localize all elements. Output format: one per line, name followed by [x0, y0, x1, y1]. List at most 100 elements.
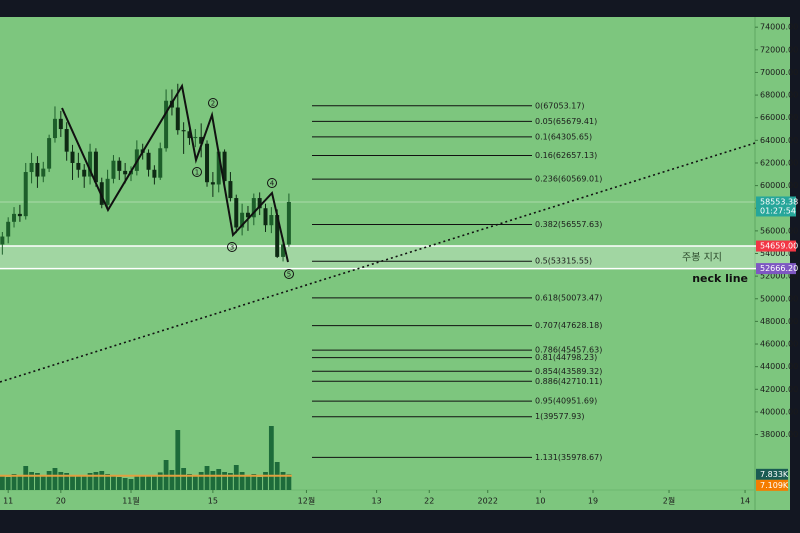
candle-body: [52, 118, 57, 139]
y-tick-label: 50000.00: [760, 294, 798, 303]
volume-bar: [280, 472, 286, 490]
x-tick-label: 2월: [663, 496, 675, 506]
volume-bar: [245, 475, 251, 490]
volume-bar: [35, 473, 40, 490]
volume-bar: [198, 472, 204, 490]
candle-body: [175, 107, 180, 131]
candle-body: [251, 198, 256, 218]
y-tick-label: 52000.00: [760, 272, 798, 281]
fib-label: 0.854(43589.32): [535, 367, 602, 376]
volume-bar: [17, 475, 23, 490]
wave-circle: [227, 242, 237, 252]
fib-label: 0.618(50073.47): [535, 293, 602, 302]
x-tick-label: 13: [372, 497, 382, 506]
candle-body: [263, 208, 268, 226]
fib-label: 0(67053.17): [535, 101, 585, 110]
x-tick-label: 2022: [478, 497, 498, 506]
volume-bar: [70, 475, 75, 490]
fib-label: 0.81(44798.23): [535, 353, 597, 362]
candle-body: [0, 236, 5, 245]
fib-label: 0.707(47628.18): [535, 321, 602, 330]
price-tag: [756, 240, 796, 252]
price-tag-label: 58553.38: [760, 197, 798, 206]
volume-bar: [210, 471, 216, 490]
volume-bar: [29, 472, 34, 490]
wave-circle: [267, 178, 277, 188]
volume-bar: [87, 473, 93, 490]
fib-label: 1(39577.93): [535, 412, 585, 421]
candle-body: [210, 182, 215, 185]
volume-bar: [111, 475, 116, 490]
x-tick-label: 14: [740, 497, 750, 506]
price-tag: [756, 263, 796, 275]
candle-body: [93, 151, 98, 183]
y-tick-label: 66000.00: [760, 113, 798, 122]
candle-body: [152, 169, 157, 178]
volume-bar: [105, 474, 111, 490]
candle-body: [234, 198, 239, 228]
volume-bar: [52, 468, 58, 490]
volume-bar: [204, 466, 210, 490]
candle-body: [82, 169, 87, 177]
candle-body: [12, 213, 17, 222]
y-tick-label: 44000.00: [760, 362, 798, 371]
x-tick-label: 20: [56, 497, 66, 506]
volume-bar: [99, 471, 105, 490]
support-zone: [0, 246, 790, 269]
candle-body: [199, 136, 204, 144]
y-tick-label: 60000.00: [760, 181, 798, 190]
volume-tag: [756, 479, 788, 491]
price-tag: [756, 196, 796, 217]
volume-bar: [64, 473, 70, 490]
y-tick-label: 72000.00: [760, 45, 798, 54]
fib-label: 0.5(53315.55): [535, 257, 592, 266]
volume-bar: [93, 472, 99, 490]
support-label: 주봉 지지: [682, 251, 722, 263]
x-tick-label: 11월: [122, 496, 140, 506]
candle-body: [6, 221, 11, 237]
candle-body: [35, 162, 40, 177]
candle-body: [41, 168, 46, 177]
x-tick-label: 12월: [298, 496, 316, 506]
fib-label: 0.236(60569.01): [535, 175, 602, 184]
price-tag-countdown: 01:27:54: [760, 206, 796, 215]
fib-label: 0.786(45457.63): [535, 346, 602, 355]
volume-bar: [251, 474, 257, 490]
volume-bar: [58, 472, 64, 490]
volume-bar: [181, 468, 187, 490]
candle-body: [164, 100, 169, 149]
volume-bar: [75, 476, 81, 490]
volume-bar: [128, 479, 134, 490]
wave-line: [61, 83, 289, 263]
wave-circle: [192, 167, 202, 177]
wave-circle: [284, 269, 294, 279]
candle-body: [228, 181, 233, 199]
fib-label: 1.131(35978.67): [535, 453, 602, 462]
wave-label: 2: [211, 100, 215, 108]
x-tick-label: 19: [588, 497, 598, 506]
candle-body: [275, 215, 280, 257]
wave-label: 3: [230, 244, 234, 252]
volume-bar: [216, 469, 222, 490]
candle-body: [245, 212, 250, 218]
neckline-label: neck line: [692, 272, 748, 285]
volume-tag-label: 7.833K: [760, 470, 789, 479]
y-tick-label: 74000.00: [760, 23, 798, 32]
candle-body: [286, 201, 291, 245]
volume-bar: [151, 476, 157, 490]
volume-bar: [263, 472, 268, 490]
candle-body: [269, 215, 274, 226]
price-tag-label: 52666.20: [760, 264, 798, 273]
volume-bar: [40, 476, 46, 490]
volume-bar: [134, 475, 140, 490]
volume-bar: [146, 475, 151, 490]
candle-body: [146, 152, 151, 170]
volume-bar: [169, 470, 175, 490]
candle-body: [70, 151, 75, 163]
candle-body: [23, 172, 28, 217]
y-tick-label: 68000.00: [760, 91, 798, 100]
candle-body: [99, 182, 104, 205]
candle-body: [257, 198, 262, 209]
